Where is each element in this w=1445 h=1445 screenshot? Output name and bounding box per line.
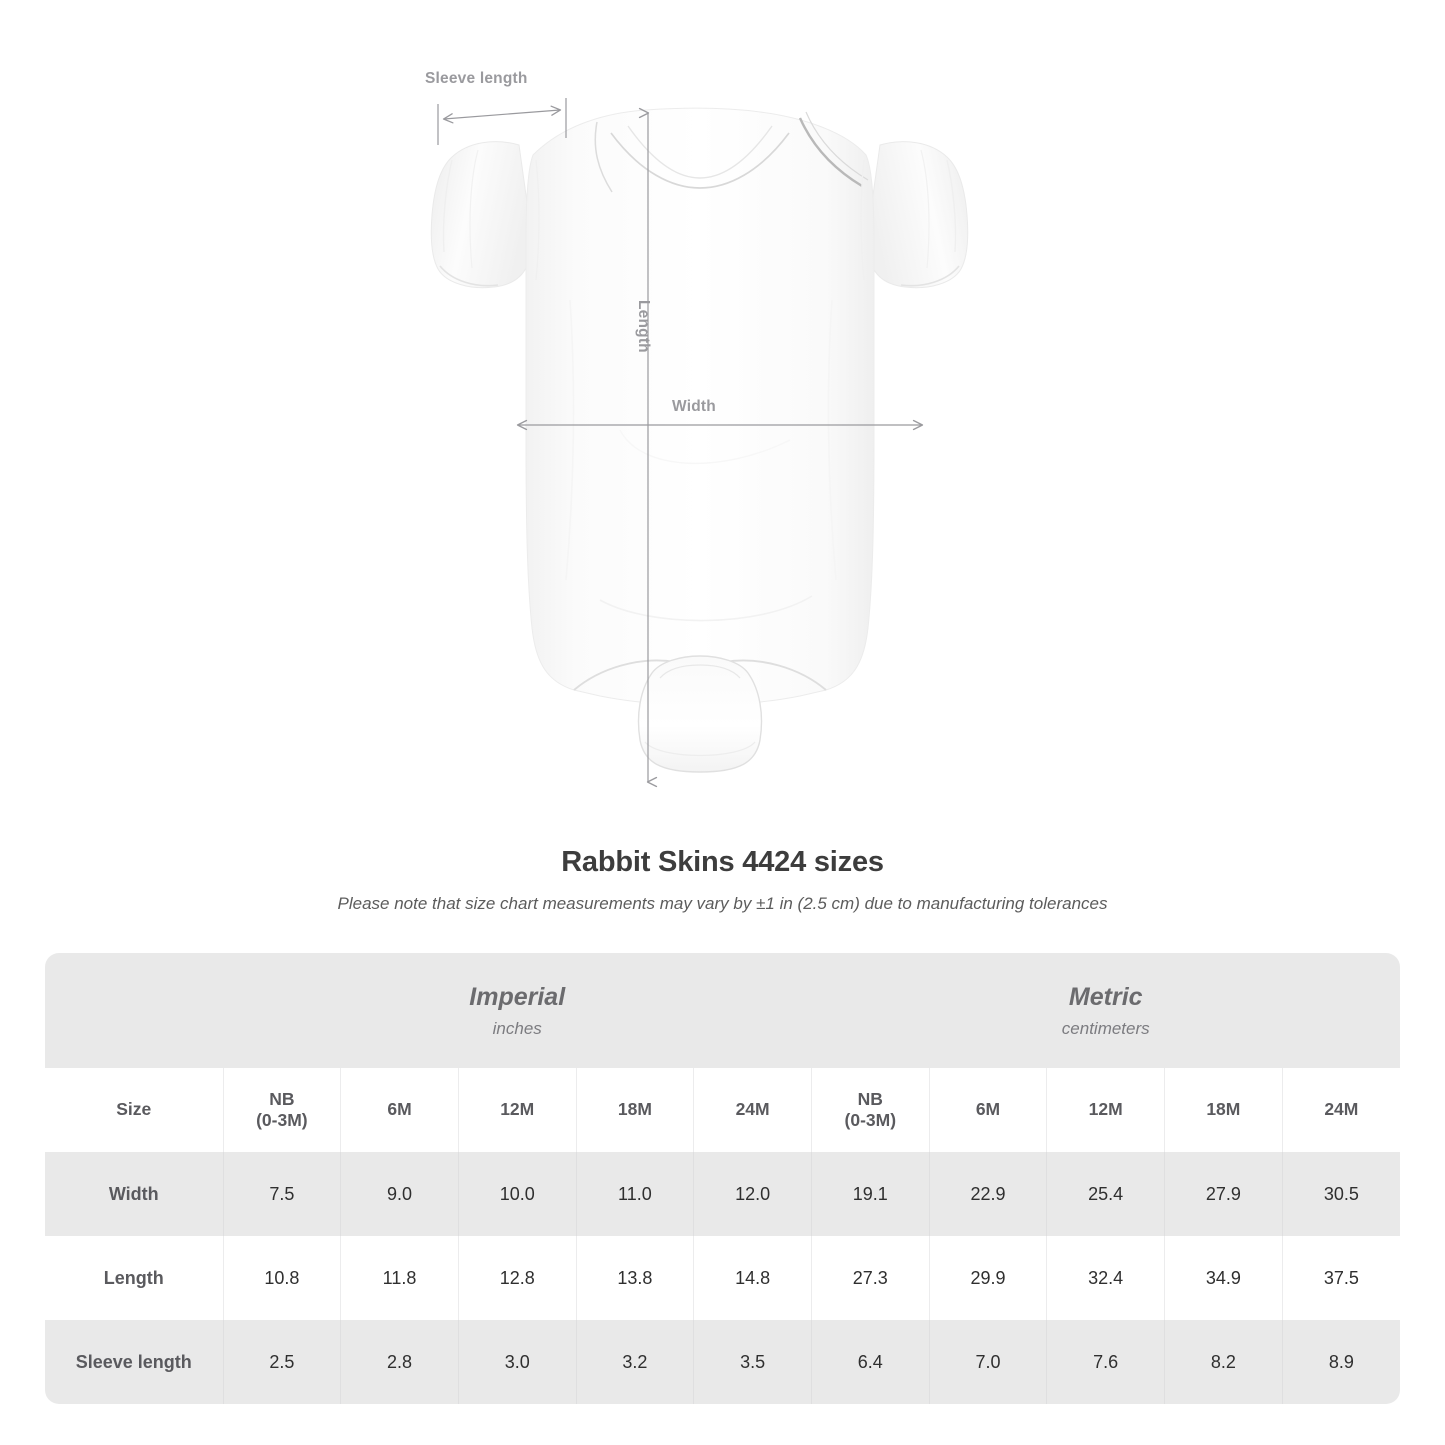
cell-length-imperial-24m: 14.8	[693, 1236, 812, 1320]
left-sleeve	[430, 141, 534, 289]
cell-sleeve-metric-18m: 8.2	[1164, 1320, 1283, 1404]
size-table-wrapper: Imperial inches Metric centimeters Size …	[45, 953, 1400, 1404]
garment-illustration: Sleeve length Length Width	[425, 70, 969, 788]
cell-length-metric-12m: 32.4	[1046, 1236, 1166, 1320]
size-col-line1: NB	[857, 1088, 883, 1109]
sleeve-length-label: Sleeve length	[425, 70, 528, 87]
bodysuit-body	[525, 107, 875, 706]
crotch-snap-flap	[637, 655, 763, 773]
size-table: Imperial inches Metric centimeters Size …	[45, 953, 1400, 1404]
cell-width-metric-24m: 30.5	[1282, 1152, 1400, 1236]
size-col-header-metric-12m: 12M	[1046, 1068, 1166, 1152]
size-col-header-metric-18m: 18M	[1164, 1068, 1283, 1152]
cell-length-imperial-nb: 10.8	[223, 1236, 342, 1320]
right-sleeve	[865, 141, 969, 289]
cell-width-imperial-6m: 9.0	[340, 1152, 459, 1236]
size-corner-header: Size	[45, 1068, 224, 1152]
cell-sleeve-imperial-6m: 2.8	[340, 1320, 459, 1404]
row-label-width: Width	[45, 1152, 224, 1236]
size-col-header-imperial-nb: NB (0-3M)	[223, 1068, 342, 1152]
size-col-line2: (0-3M)	[256, 1110, 308, 1130]
cell-width-imperial-24m: 12.0	[693, 1152, 812, 1236]
size-col-line1: NB	[269, 1088, 295, 1109]
cell-length-metric-24m: 37.5	[1282, 1236, 1400, 1320]
row-label-length: Length	[45, 1236, 224, 1320]
size-col-header-metric-nb: NB (0-3M)	[811, 1068, 930, 1152]
unit-header-spacer	[45, 953, 223, 1068]
unit-group-metric-name: Metric	[1068, 982, 1143, 1011]
table-row-width: Width 7.5 9.0 10.0 11.0 12.0 19.1 22.9 2…	[45, 1152, 1400, 1236]
size-col-line2: (0-3M)	[844, 1110, 897, 1130]
cell-length-imperial-18m: 13.8	[576, 1236, 695, 1320]
cell-width-imperial-18m: 11.0	[576, 1152, 695, 1236]
unit-group-imperial: Imperial inches	[223, 953, 812, 1068]
cell-length-metric-18m: 34.9	[1164, 1236, 1283, 1320]
unit-group-header-row: Imperial inches Metric centimeters	[45, 953, 1400, 1068]
cell-width-imperial-12m: 10.0	[458, 1152, 577, 1236]
page-title: Rabbit Skins 4424 sizes	[561, 846, 884, 878]
cell-length-metric-nb: 27.3	[811, 1236, 930, 1320]
cell-width-metric-18m: 27.9	[1164, 1152, 1283, 1236]
unit-group-metric-sub: centimeters	[1061, 1018, 1150, 1038]
tolerance-note: Please note that size chart measurements…	[337, 893, 1108, 913]
cell-width-metric-nb: 19.1	[811, 1152, 930, 1236]
cell-width-metric-12m: 25.4	[1046, 1152, 1166, 1236]
cell-sleeve-metric-12m: 7.6	[1046, 1320, 1166, 1404]
cell-sleeve-imperial-12m: 3.0	[458, 1320, 577, 1404]
cell-sleeve-imperial-nb: 2.5	[223, 1320, 342, 1404]
cell-sleeve-metric-24m: 8.9	[1282, 1320, 1400, 1404]
table-row-length: Length 10.8 11.8 12.8 13.8 14.8 27.3 29.…	[45, 1236, 1400, 1320]
size-header-row: Size NB (0-3M) 6M 12M 18M 24M NB (0-3M) …	[45, 1068, 1400, 1152]
size-col-header-imperial-24m: 24M	[693, 1068, 812, 1152]
unit-group-metric: Metric centimeters	[811, 953, 1400, 1068]
cell-length-metric-6m: 29.9	[929, 1236, 1048, 1320]
size-col-header-imperial-6m: 6M	[340, 1068, 459, 1152]
row-label-sleeve-length: Sleeve length	[45, 1320, 224, 1404]
cell-length-imperial-12m: 12.8	[458, 1236, 577, 1320]
cell-sleeve-metric-6m: 7.0	[929, 1320, 1048, 1404]
unit-group-imperial-name: Imperial	[469, 982, 566, 1011]
title-block: Rabbit Skins 4424 sizes Please note that…	[0, 845, 1445, 914]
size-col-header-metric-24m: 24M	[1282, 1068, 1400, 1152]
sleeve-length-dimension	[437, 98, 567, 145]
cell-sleeve-metric-nb: 6.4	[811, 1320, 930, 1404]
size-col-header-metric-6m: 6M	[929, 1068, 1048, 1152]
cell-sleeve-imperial-18m: 3.2	[576, 1320, 695, 1404]
cell-width-metric-6m: 22.9	[929, 1152, 1048, 1236]
unit-group-imperial-sub: inches	[492, 1018, 542, 1038]
cell-sleeve-imperial-24m: 3.5	[693, 1320, 812, 1404]
cell-length-imperial-6m: 11.8	[340, 1236, 459, 1320]
bodysuit-diagram-svg	[430, 98, 969, 788]
length-label: Length	[635, 300, 652, 353]
table-row-sleeve-length: Sleeve length 2.5 2.8 3.0 3.2 3.5 6.4 7.…	[45, 1320, 1400, 1404]
size-col-header-imperial-12m: 12M	[458, 1068, 577, 1152]
size-col-header-imperial-18m: 18M	[576, 1068, 695, 1152]
cell-width-imperial-nb: 7.5	[223, 1152, 342, 1236]
width-label: Width	[672, 398, 716, 415]
